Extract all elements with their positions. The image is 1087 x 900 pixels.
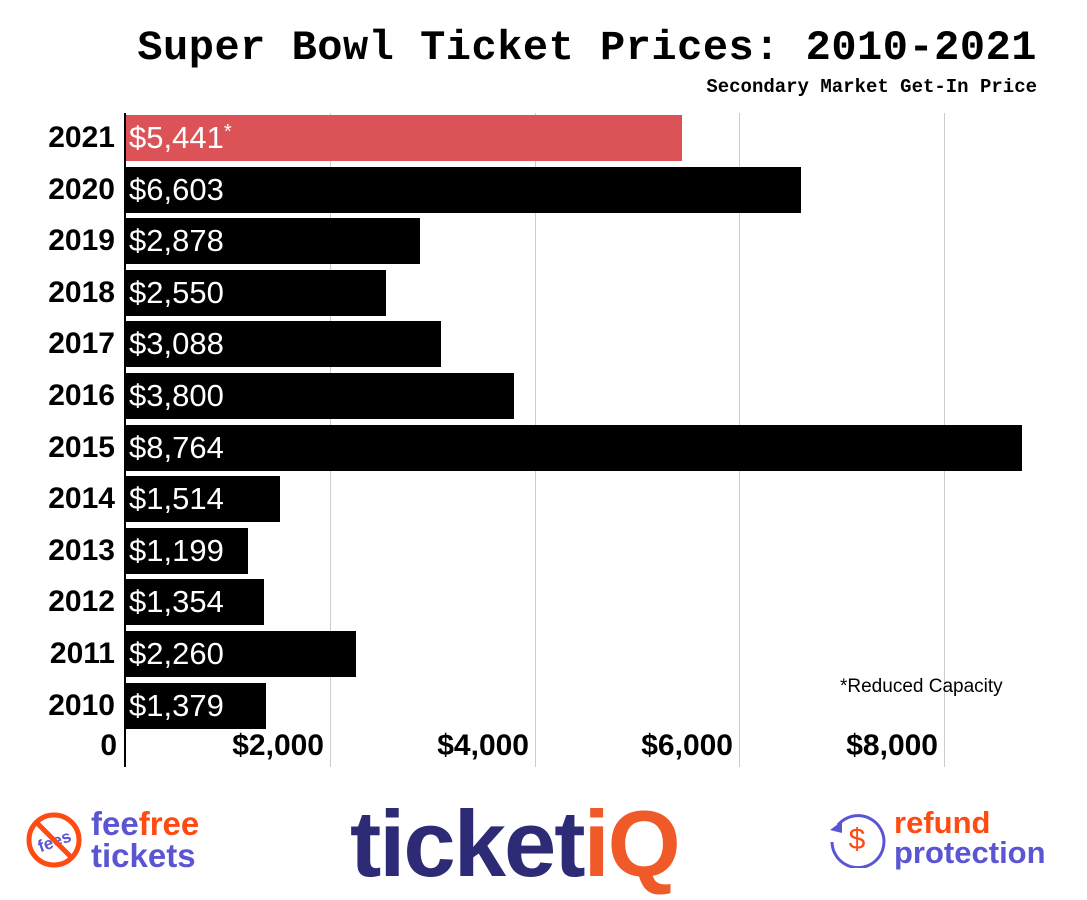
- year-label: 2018: [48, 276, 115, 309]
- year-label: 2011: [49, 637, 115, 670]
- bar-value-label: $2,260: [129, 636, 224, 671]
- year-label: 2013: [48, 534, 115, 567]
- bar-2015: $8,764: [125, 425, 1022, 471]
- year-label: 2010: [48, 689, 115, 722]
- feefree-fee: fee: [91, 805, 139, 842]
- bar-2013: $1,199: [125, 528, 248, 574]
- feefree-tickets: tickets: [91, 837, 196, 874]
- year-label: 2012: [48, 585, 115, 618]
- ticketiq-logo: ticketiQ: [350, 790, 681, 898]
- bar-2011: $2,260: [125, 631, 356, 677]
- bar-value-label: $3,800: [129, 378, 224, 413]
- bar-value-label: $5,441*: [129, 120, 232, 155]
- feefree-free: free: [138, 805, 200, 842]
- x-tick-label: $4,000: [437, 729, 529, 762]
- protection-word: protection: [894, 835, 1046, 870]
- year-label: 2015: [48, 431, 115, 464]
- bar-value-label: $3,088: [129, 326, 224, 361]
- bar-value-label: $1,514: [129, 481, 224, 516]
- bar-value-label: $1,354: [129, 584, 224, 619]
- bar-2012: $1,354: [125, 579, 264, 625]
- feefree-tickets-logo: fees feefree tickets: [25, 805, 200, 874]
- bar-value-label: $8,764: [129, 430, 224, 465]
- x-tick-label: 0: [100, 729, 117, 762]
- bar-2020: $6,603: [125, 167, 801, 213]
- bar-2019: $2,878: [125, 218, 420, 264]
- y-axis-line: [124, 113, 126, 767]
- year-label: 2017: [48, 327, 115, 360]
- bar-2014: $1,514: [125, 476, 280, 522]
- refund-protection-logo: $ refund protection: [826, 805, 1046, 870]
- bar-2018: $2,550: [125, 270, 386, 316]
- bar-2016: $3,800: [125, 373, 514, 419]
- bar-chart: 2021 $5,441* 2020 $6,603 2019 $2,878 2018 $2,55…: [48, 113, 1022, 767]
- refund-word: refund: [894, 805, 991, 840]
- ticketiq-ticket: ticket: [350, 791, 586, 896]
- year-label: 2021: [48, 121, 115, 154]
- x-tick-label: $6,000: [641, 729, 733, 762]
- svg-text:$: $: [849, 823, 866, 856]
- x-tick-label: $8,000: [846, 729, 938, 762]
- year-label: 2014: [48, 482, 115, 515]
- bar-2021: $5,441*: [125, 115, 682, 161]
- bar-value-label: $1,199: [129, 533, 224, 568]
- bar-value-label: $1,379: [129, 688, 224, 723]
- year-label: 2020: [48, 173, 115, 206]
- chart-subtitle: Secondary Market Get-In Price: [706, 76, 1037, 98]
- refund-dollar-icon: $: [830, 814, 886, 868]
- bar-value-label: $2,550: [129, 275, 224, 310]
- bar-value-label: $6,603: [129, 172, 224, 207]
- ticketiq-iq: iQ: [583, 791, 681, 896]
- reduced-capacity-note: *Reduced Capacity: [840, 676, 1003, 697]
- chart-title: Super Bowl Ticket Prices: 2010-2021: [137, 24, 1037, 72]
- x-tick-label: $2,000: [232, 729, 324, 762]
- bar-2010: $1,379: [125, 683, 266, 729]
- year-label: 2016: [48, 379, 115, 412]
- bar-2017: $3,088: [125, 321, 441, 367]
- footer-logos: fees feefree tickets ticketiQ $ refund p…: [0, 790, 1087, 900]
- year-label: 2019: [48, 224, 115, 257]
- no-fees-icon: fees: [26, 812, 82, 868]
- bar-value-label: $2,878: [129, 223, 224, 258]
